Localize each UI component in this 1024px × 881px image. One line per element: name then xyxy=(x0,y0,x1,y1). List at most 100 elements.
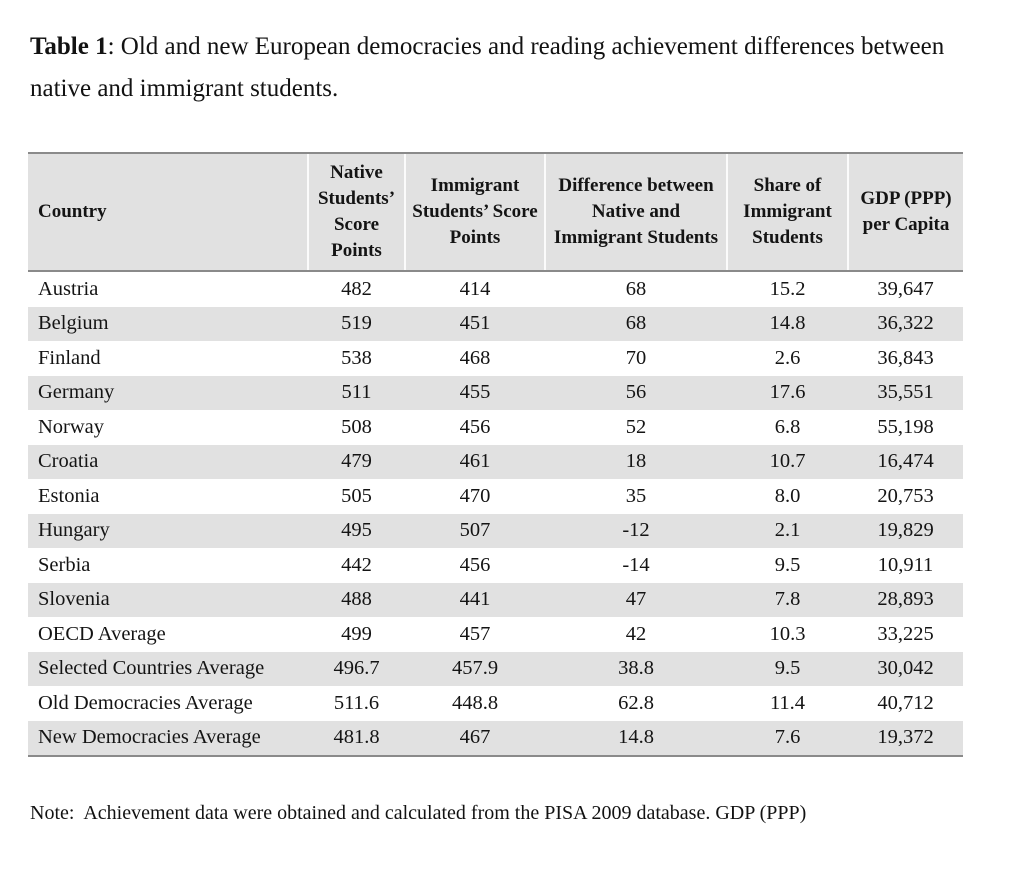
table-row: Slovenia 488 441 47 7.8 28,893 xyxy=(28,582,963,617)
cell-value: 56 xyxy=(625,381,647,404)
cell-value: 456 xyxy=(459,553,491,576)
cell-value: 2.6 xyxy=(774,346,801,369)
cell-value: 451 xyxy=(459,312,491,335)
cell-value: 68 xyxy=(625,277,647,300)
cell-country: Serbia xyxy=(38,553,91,576)
table-row: Germany 511 455 56 17.6 35,551 xyxy=(28,375,963,410)
cell-value: 10.3 xyxy=(769,622,806,645)
cell-value: 20,753 xyxy=(877,484,934,507)
cell-value: 38.8 xyxy=(618,657,654,680)
cell-value: 479 xyxy=(341,450,372,473)
cell-value: 442 xyxy=(341,553,372,576)
cell-value: 47 xyxy=(625,588,647,611)
table-body: Austria 482 414 68 15.2 39,647 Belgium 519 451 68… xyxy=(28,271,963,757)
table-row: Norway 508 456 52 6.8 55,198 xyxy=(28,410,963,445)
cell-value: 441 xyxy=(459,588,491,611)
table-row: OECD Average 499 457 42 10.3 33,225 xyxy=(28,617,963,652)
cell-value: 457 xyxy=(459,622,491,645)
cell-value: 499 xyxy=(341,622,372,645)
cell-value: 30,042 xyxy=(877,657,934,680)
cell-country: Estonia xyxy=(38,484,100,507)
table-row: Croatia 479 461 18 10.7 16,474 xyxy=(28,444,963,479)
cell-value: 17.6 xyxy=(769,381,806,404)
column-header-immigrant-score: Immigrant Students’ Score Points xyxy=(404,152,545,272)
cell-country: OECD Average xyxy=(38,622,166,645)
cell-value: 519 xyxy=(341,312,372,335)
cell-country: Selected Countries Average xyxy=(38,657,265,680)
cell-value: 14.8 xyxy=(545,720,727,757)
cell-value: 414 xyxy=(459,277,491,300)
table-caption: Table 1: Old and new European democracie… xyxy=(30,26,954,110)
cell-value: 511.6 xyxy=(333,691,380,714)
cell-value: 495 xyxy=(341,519,372,542)
cell-country: Slovenia xyxy=(38,588,110,611)
cell-value: 457.9 xyxy=(451,657,499,680)
cell-value: 16,474 xyxy=(877,450,934,473)
cell-value: 28,893 xyxy=(877,588,934,611)
cell-value: 36,843 xyxy=(877,346,934,369)
cell-value: 52 xyxy=(625,415,647,438)
cell-value: 481.8 xyxy=(308,720,405,757)
cell-value: 488 xyxy=(341,588,372,611)
cell-value: 455 xyxy=(459,381,491,404)
cell-value: 7.8 xyxy=(774,588,801,611)
column-header-native-score: Native Students’ Score Points xyxy=(307,152,405,272)
cell-country: Austria xyxy=(38,277,99,300)
table-caption-label: Table 1 xyxy=(30,33,108,60)
table-footnote: Note: Achievement data were obtained and… xyxy=(30,802,807,824)
table-row: Belgium 519 451 68 14.8 36,322 xyxy=(28,306,963,341)
data-table: Country Native Students’ Score Points Im… xyxy=(28,152,963,757)
cell-value: 461 xyxy=(459,450,491,473)
cell-value: 19,829 xyxy=(877,519,934,542)
cell-country: Finland xyxy=(38,346,101,369)
cell-value: 15.2 xyxy=(769,277,806,300)
cell-country: Old Democracies Average xyxy=(38,691,253,714)
column-header-immigrant-share: Share of Immigrant Students xyxy=(726,152,848,272)
cell-value: 33,225 xyxy=(877,622,934,645)
table-row: Estonia 505 470 35 8.0 20,753 xyxy=(28,479,963,514)
table-header-row: Country Native Students’ Score Points Im… xyxy=(28,152,963,272)
cell-value: 14.8 xyxy=(769,312,806,335)
cell-value: 36,322 xyxy=(877,312,934,335)
column-header-gdp: GDP (PPP) per Capita xyxy=(847,152,963,272)
table-row: Hungary 495 507 -12 2.1 19,829 xyxy=(28,513,963,548)
column-header-difference: Difference between Native and Immigrant … xyxy=(544,152,727,272)
cell-value: 40,712 xyxy=(877,691,934,714)
cell-value: 19,372 xyxy=(848,720,963,757)
cell-value: 42 xyxy=(625,622,647,645)
table-row: Serbia 442 456 -14 9.5 10,911 xyxy=(28,548,963,583)
cell-value: -12 xyxy=(622,519,650,542)
cell-value: 468 xyxy=(459,346,491,369)
cell-value: 470 xyxy=(459,484,491,507)
cell-value: 456 xyxy=(459,415,491,438)
column-header-country: Country xyxy=(28,152,308,272)
cell-value: -14 xyxy=(622,553,650,576)
cell-country: Hungary xyxy=(38,519,110,542)
cell-value: 507 xyxy=(459,519,491,542)
cell-value: 62.8 xyxy=(618,691,654,714)
cell-value: 508 xyxy=(341,415,372,438)
cell-country: Germany xyxy=(38,381,115,404)
table-header: Country Native Students’ Score Points Im… xyxy=(28,152,963,272)
cell-value: 68 xyxy=(625,312,647,335)
cell-country: New Democracies Average xyxy=(28,720,308,757)
cell-country: Belgium xyxy=(38,312,109,335)
cell-value: 538 xyxy=(341,346,372,369)
table-row: Selected Countries Average 496.7 457.9 38.8… xyxy=(28,651,963,686)
cell-value: 10.7 xyxy=(769,450,806,473)
cell-value: 10,911 xyxy=(877,553,934,576)
cell-value: 18 xyxy=(625,450,647,473)
cell-value: 467 xyxy=(405,720,545,757)
cell-value: 9.5 xyxy=(774,553,801,576)
table-row: New Democracies Average 481.8 467 14.8 7.6 19… xyxy=(28,720,963,757)
cell-value: 11.4 xyxy=(769,691,806,714)
cell-value: 482 xyxy=(341,277,372,300)
cell-value: 9.5 xyxy=(774,657,801,680)
cell-value: 39,647 xyxy=(877,277,934,300)
cell-value: 35,551 xyxy=(877,381,934,404)
cell-value: 511 xyxy=(341,381,372,404)
cell-value: 6.8 xyxy=(774,415,801,438)
table-row: Austria 482 414 68 15.2 39,647 xyxy=(28,271,963,307)
cell-value: 505 xyxy=(341,484,372,507)
cell-value: 35 xyxy=(625,484,647,507)
